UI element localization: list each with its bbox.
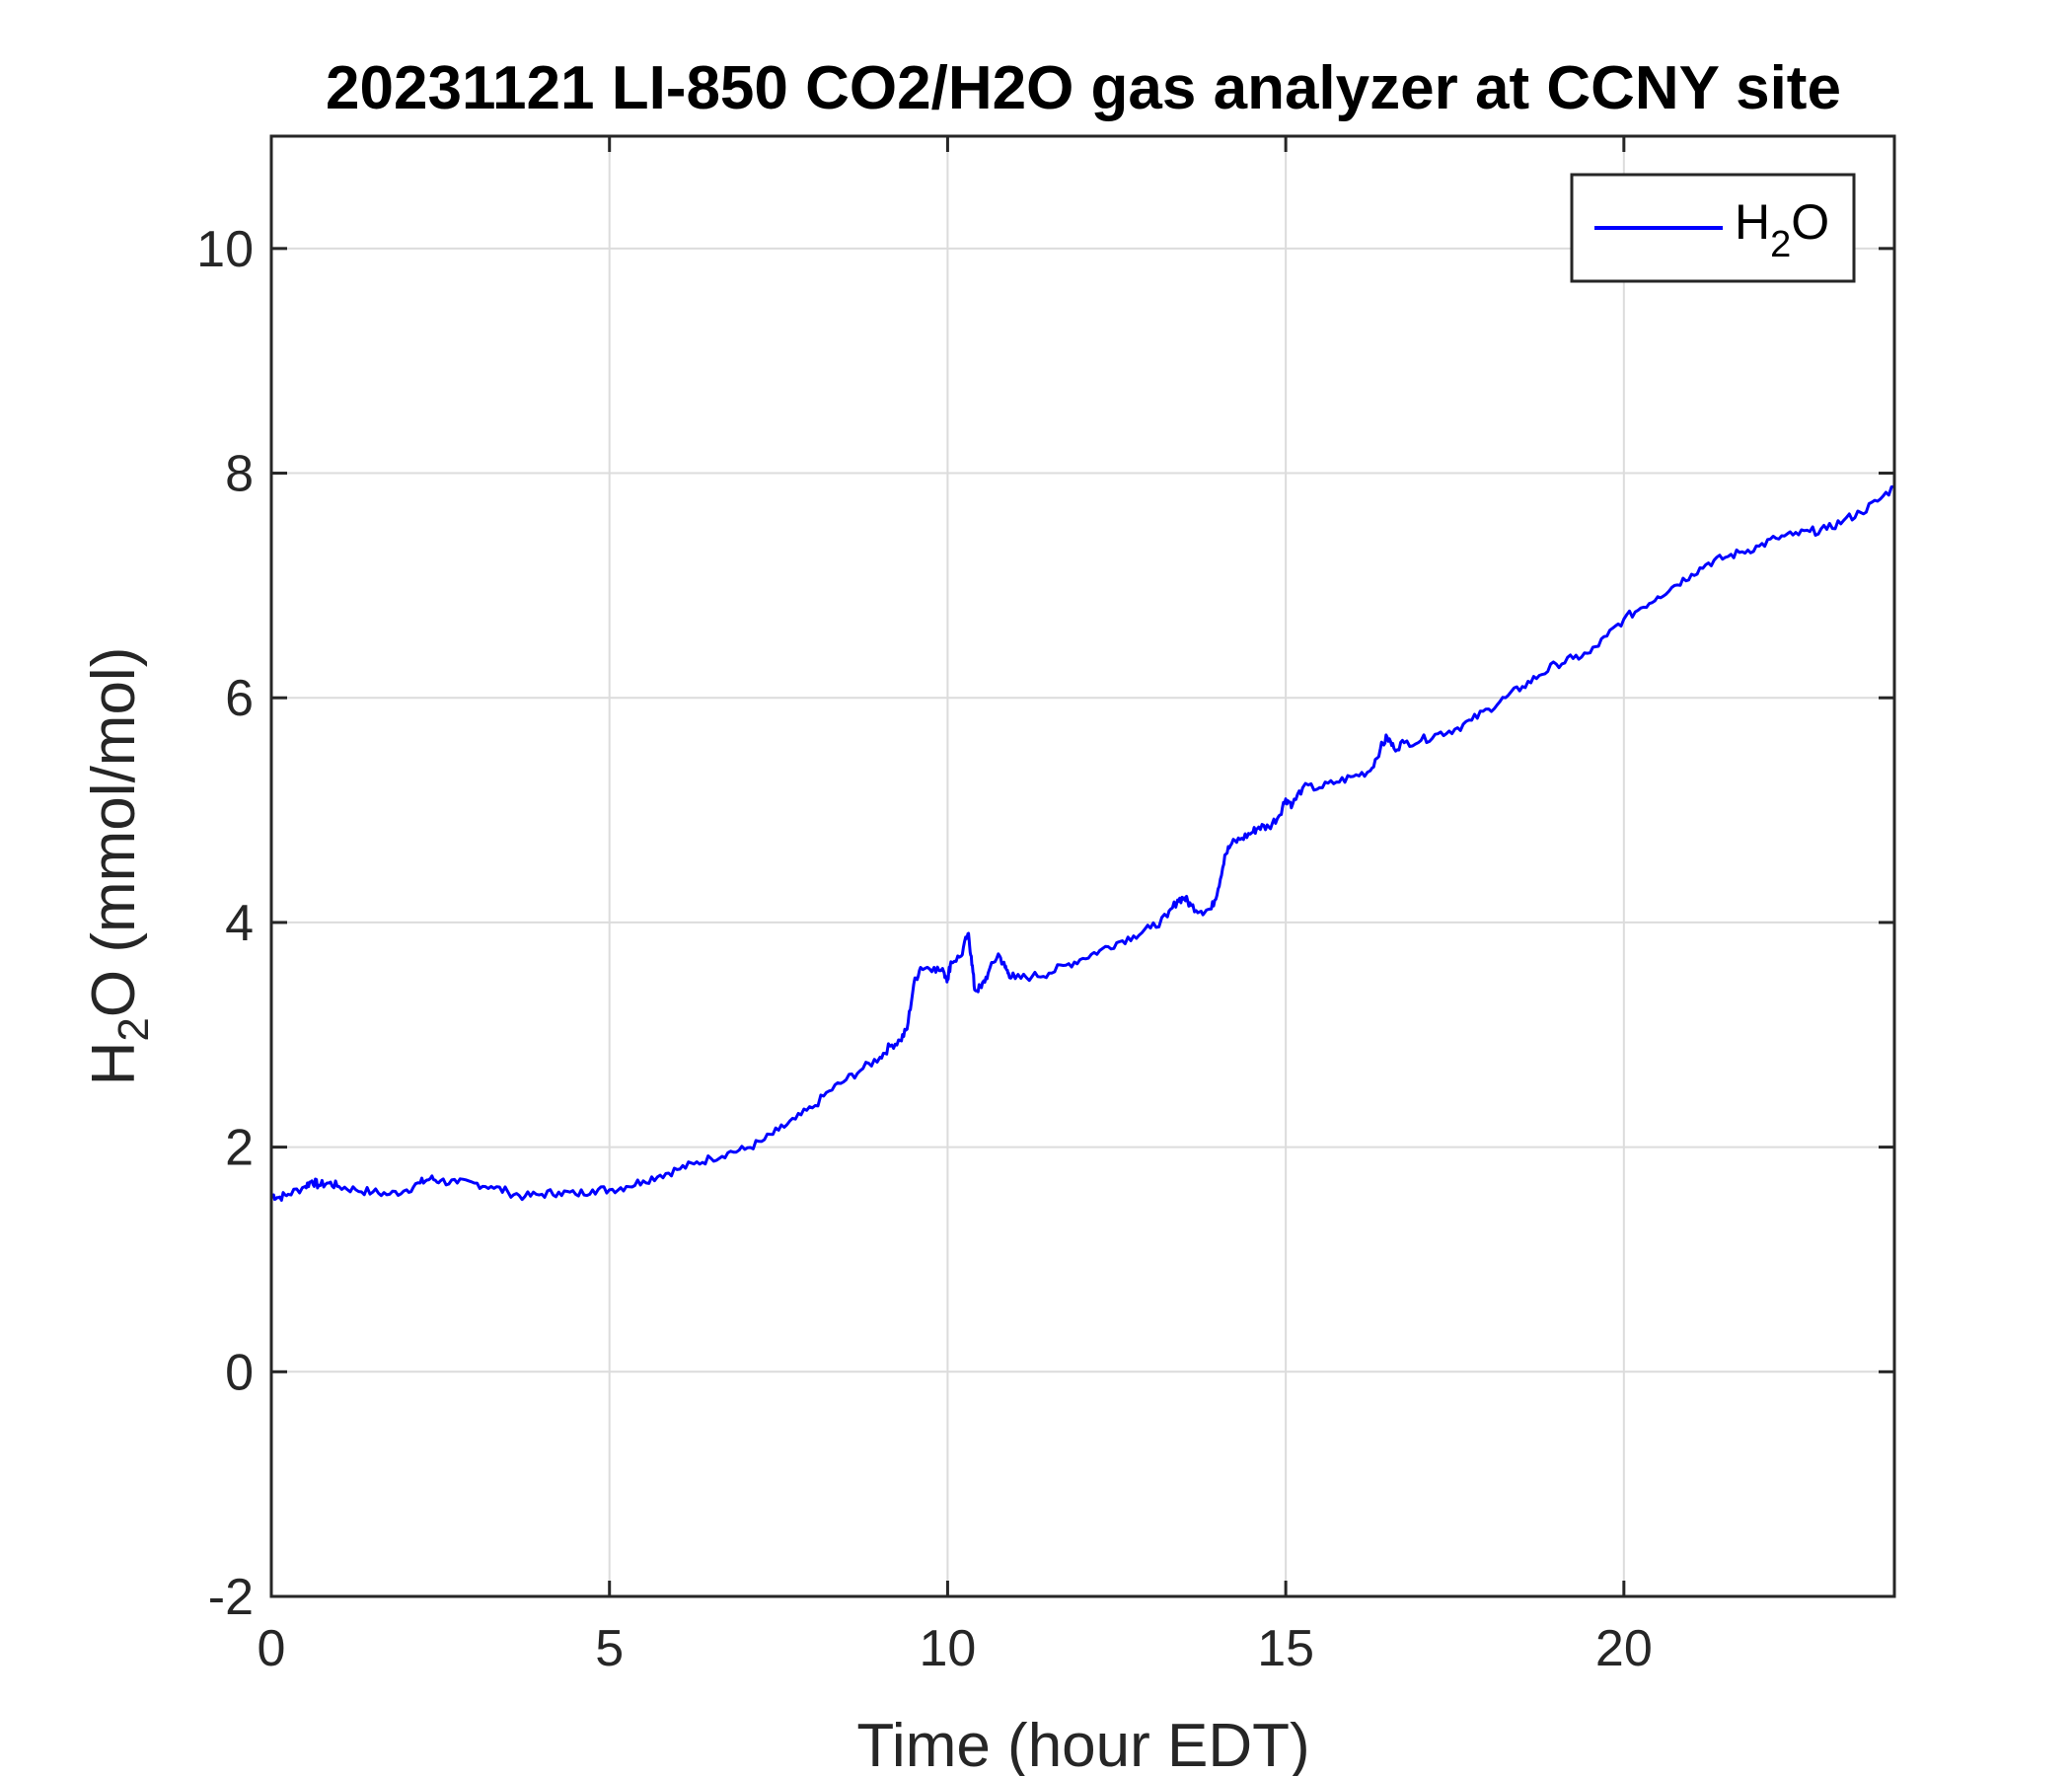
x-tick-label: 10 [919,1620,976,1677]
x-tick-label: 15 [1257,1620,1314,1677]
series-layer [270,484,1895,1202]
legend-label: H2O [1735,194,1829,265]
chart-title: 20231121 LI-850 CO2/H2O gas analyzer at … [326,54,1841,122]
plot-area [271,136,1894,1596]
y-tick-labels: -2 0 2 4 6 8 10 [196,221,254,1626]
x-tick-label: 20 [1595,1620,1653,1677]
x-tick-label: 5 [595,1620,624,1677]
x-axis-label: Time (hour EDT) [856,1712,1309,1776]
legend: H2O [1570,173,1856,283]
y-tick-label: 6 [225,670,254,727]
x-tick-label: 0 [258,1620,286,1677]
tick-marks [269,136,1894,1598]
y-axis-label: H2O (mmol/mol) [80,647,158,1086]
y-tick-label: -2 [208,1569,254,1626]
series-line-h2o [270,484,1895,1202]
y-tick-label: 8 [225,446,254,503]
y-tick-label: 4 [225,895,254,952]
x-tick-labels: 0 5 10 15 20 [258,1620,1653,1677]
grid [270,136,1894,1597]
y-tick-label: 2 [225,1120,254,1177]
plot-frame [269,134,1896,1598]
y-tick-label: 0 [225,1344,254,1401]
y-tick-label: 10 [196,221,254,278]
